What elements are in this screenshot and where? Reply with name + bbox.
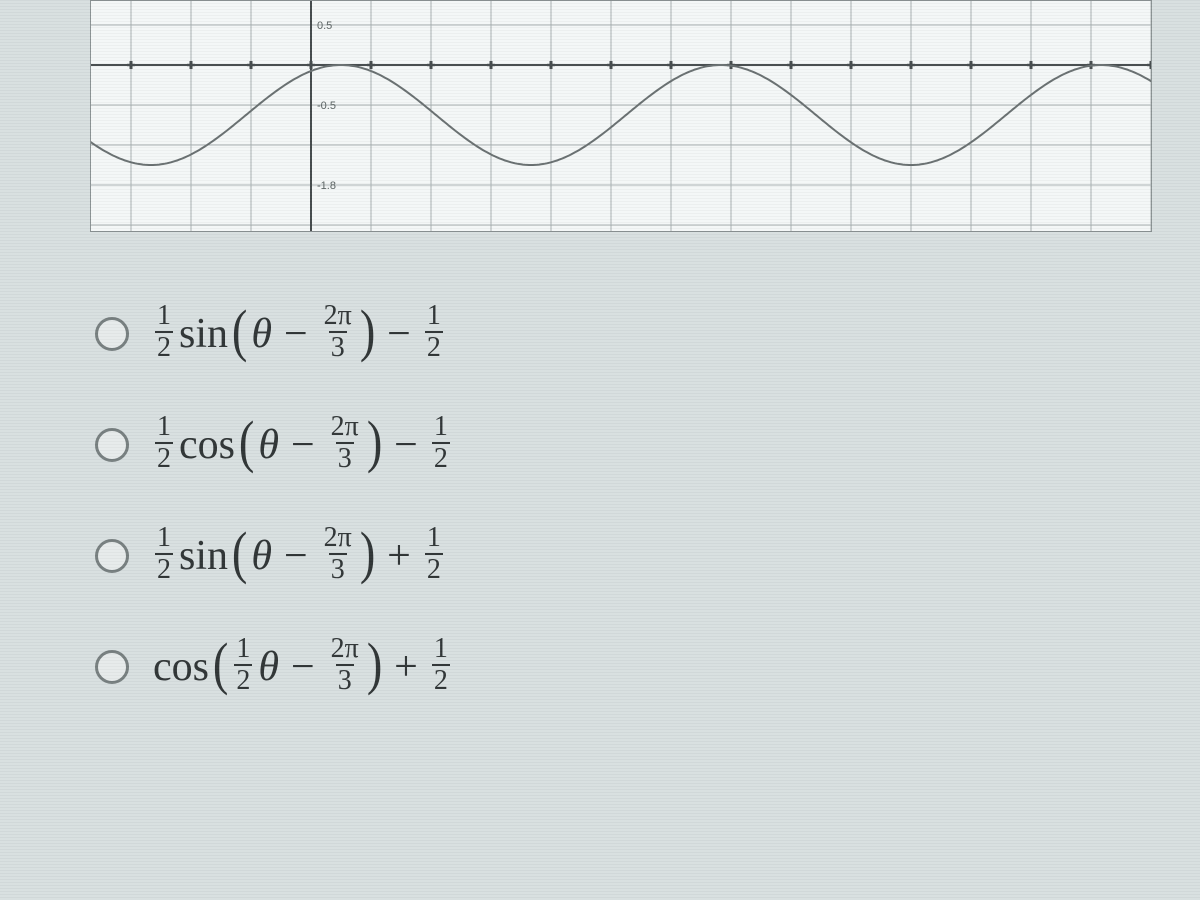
fraction-denominator: 3 [336,442,354,473]
operator: + [377,532,421,580]
operator: − [281,643,325,691]
fraction-numerator: 1 [234,635,252,664]
fraction: 2π3 [322,302,354,362]
fraction-numerator: 1 [425,302,443,331]
function-name: sin [177,532,230,580]
fraction-numerator: 2π [329,413,361,442]
svg-text:-1.8: -1.8 [317,180,336,192]
fraction-denominator: 2 [155,553,173,584]
fraction: 12 [425,524,443,584]
close-paren: ) [367,408,382,475]
fraction-denominator: 2 [234,664,252,695]
fraction-denominator: 2 [432,664,450,695]
function-name: cos [177,421,237,469]
operator: − [377,310,421,358]
expression: 12sin(θ−2π3)+12 [151,522,447,589]
fraction-numerator: 1 [432,635,450,664]
answer-choice[interactable]: 12sin(θ−2π3)+12 [95,522,454,589]
fraction: 12 [155,413,173,473]
operator: − [281,421,325,469]
close-paren: ) [360,297,375,364]
answer-choices: 12sin(θ−2π3)−1212cos(θ−2π3)−1212sin(θ−2π… [95,300,454,700]
svg-text:0.5: 0.5 [317,20,332,32]
graph-svg: 0.5 -0.5 -1.8 [91,1,1151,231]
fraction: 12 [432,635,450,695]
fraction-denominator: 2 [155,331,173,362]
open-paren: ( [239,408,254,475]
fraction-numerator: 1 [155,302,173,331]
fraction-numerator: 1 [155,524,173,553]
fraction-denominator: 3 [329,331,347,362]
expression: 12sin(θ−2π3)−12 [151,300,447,367]
operator: − [274,532,318,580]
fraction: 12 [234,635,252,695]
fraction: 12 [155,302,173,362]
fraction-numerator: 1 [432,413,450,442]
answer-choice[interactable]: 12cos(θ−2π3)−12 [95,411,454,478]
fraction-denominator: 2 [425,331,443,362]
fraction-denominator: 2 [155,442,173,473]
fraction-denominator: 3 [329,553,347,584]
close-paren: ) [367,630,382,697]
fraction: 2π3 [329,635,361,695]
expression: cos(12θ−2π3)+12 [151,633,454,700]
fraction: 12 [155,524,173,584]
svg-text:-0.5: -0.5 [317,100,336,112]
fraction-denominator: 3 [336,664,354,695]
radio-button[interactable] [95,539,129,573]
open-paren: ( [232,519,247,586]
theta: θ [249,310,274,358]
function-name: sin [177,310,230,358]
fraction: 12 [425,302,443,362]
fraction-denominator: 2 [425,553,443,584]
fraction-numerator: 1 [425,524,443,553]
operator: − [274,310,318,358]
radio-button[interactable] [95,428,129,462]
theta: θ [249,532,274,580]
fraction-numerator: 1 [155,413,173,442]
theta: θ [256,421,281,469]
close-paren: ) [360,519,375,586]
answer-choice[interactable]: 12sin(θ−2π3)−12 [95,300,454,367]
function-name: cos [151,643,211,691]
radio-button[interactable] [95,650,129,684]
fraction-numerator: 2π [322,302,354,331]
fraction-denominator: 2 [432,442,450,473]
fraction-numerator: 2π [329,635,361,664]
theta: θ [256,643,281,691]
operator: + [384,643,428,691]
radio-button[interactable] [95,317,129,351]
fraction: 2π3 [329,413,361,473]
open-paren: ( [232,297,247,364]
fraction: 2π3 [322,524,354,584]
expression: 12cos(θ−2π3)−12 [151,411,454,478]
answer-choice[interactable]: cos(12θ−2π3)+12 [95,633,454,700]
graph-panel: 0.5 -0.5 -1.8 [90,0,1152,232]
fraction-numerator: 2π [322,524,354,553]
fraction: 12 [432,413,450,473]
operator: − [384,421,428,469]
open-paren: ( [213,630,228,697]
